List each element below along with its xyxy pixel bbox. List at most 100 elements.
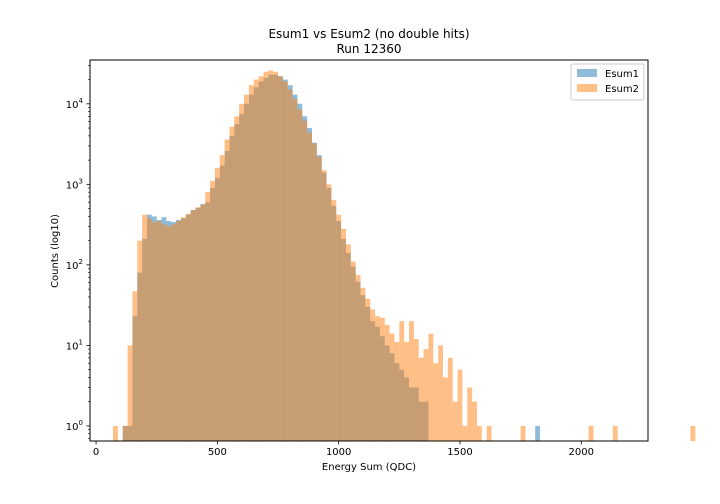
histogram-bar — [156, 221, 162, 441]
histogram-bar — [268, 70, 274, 442]
histogram-bar — [418, 357, 424, 441]
legend-swatch-esum1 — [577, 69, 597, 77]
legend-label-esum2: Esum2 — [605, 84, 639, 95]
histogram-bar — [375, 316, 380, 441]
y-axis-ticks: 100 101 102 103 104 — [66, 65, 90, 439]
y-axis-label: Counts (log10) — [50, 214, 61, 288]
histogram-bar — [588, 425, 594, 441]
histogram-bar — [253, 79, 259, 441]
histogram-bar — [365, 298, 371, 441]
histogram-bar — [282, 81, 288, 442]
x-tick-label: 0 — [93, 447, 99, 458]
legend-swatch-esum2 — [577, 84, 597, 92]
x-axis-label: Energy Sum (QDC) — [322, 462, 416, 473]
histogram-bar — [447, 357, 453, 441]
histogram-bar — [263, 71, 269, 442]
x-tick-label: 500 — [208, 447, 227, 458]
histogram-bar — [142, 214, 148, 441]
histogram-bar — [384, 324, 390, 441]
histogram-bar — [535, 425, 541, 441]
histogram-bar — [326, 184, 332, 441]
histogram-bar — [350, 261, 356, 441]
histogram-bar — [292, 98, 298, 442]
histogram-bar — [127, 345, 133, 441]
histogram-bar — [457, 369, 463, 441]
histogram-bar — [113, 425, 118, 441]
histogram-bar — [278, 76, 283, 442]
histogram-bar — [341, 228, 346, 441]
histogram-bar — [161, 224, 167, 441]
histogram-bar — [399, 321, 405, 441]
histogram-bar — [520, 425, 526, 441]
histogram-bar — [467, 387, 473, 441]
histogram-bar — [273, 71, 279, 442]
histogram-bar — [248, 85, 254, 441]
histogram-bar — [404, 342, 410, 441]
plot-frame — [89, 59, 649, 442]
histogram-bar — [195, 207, 201, 441]
histogram-bar — [132, 291, 138, 441]
histogram-bar — [229, 126, 235, 442]
histogram-bar — [438, 345, 443, 441]
histogram-bar — [370, 309, 376, 441]
legend-label-esum1: Esum1 — [605, 69, 639, 80]
histogram-bar — [360, 287, 366, 441]
histogram-bar — [331, 199, 337, 441]
histogram-bar — [452, 401, 458, 441]
histogram-bar — [180, 217, 186, 441]
y-tick-label: 100 — [66, 419, 83, 433]
histogram-bar — [137, 240, 143, 441]
histogram-bar — [122, 425, 128, 441]
x-tick-label: 1000 — [326, 447, 351, 458]
histogram-bar — [379, 317, 385, 441]
histogram-bar — [394, 342, 400, 441]
histogram-bar — [472, 401, 477, 441]
histogram-bar — [433, 363, 439, 441]
y-tick-label: 102 — [66, 258, 83, 272]
chart-title: Esum1 vs Esum2 (no double hits) — [268, 27, 469, 41]
histogram-bar — [321, 170, 327, 441]
histogram-bar — [389, 333, 395, 441]
histogram-bar — [476, 425, 482, 441]
histogram-bar — [302, 120, 308, 441]
histogram-bar — [200, 204, 206, 441]
histogram-bar — [612, 425, 618, 441]
bars-layer — [113, 70, 696, 442]
histogram-bar — [345, 244, 351, 441]
histogram-bar — [428, 333, 434, 441]
chart-subtitle: Run 12360 — [337, 42, 402, 56]
y-tick-label: 103 — [66, 177, 83, 191]
histogram-bar — [185, 213, 191, 441]
histogram-bar — [151, 222, 157, 441]
histogram-bar — [287, 89, 293, 441]
histogram-bar — [307, 132, 312, 441]
series-esum2 — [113, 70, 696, 442]
histogram-bar — [355, 274, 361, 441]
y-tick-label: 104 — [66, 97, 84, 111]
histogram-bar — [219, 155, 225, 441]
histogram-bar — [239, 103, 245, 441]
y-tick-label: 101 — [66, 338, 83, 352]
histogram-bar — [443, 377, 448, 441]
histogram-bar — [205, 192, 211, 441]
histogram-bar — [690, 425, 696, 441]
histogram-bar — [311, 143, 317, 441]
histogram-bar — [486, 425, 492, 441]
histogram-bar — [214, 167, 220, 441]
histogram-bar — [462, 425, 468, 441]
histogram-bar — [297, 109, 303, 441]
x-tick-label: 1500 — [447, 447, 472, 458]
histogram-bar — [224, 139, 230, 442]
histogram-bar — [258, 76, 264, 442]
histogram-bar — [176, 221, 181, 441]
histogram-bar — [210, 181, 215, 441]
histogram-bar — [423, 349, 429, 441]
histogram-bar — [190, 210, 196, 441]
histogram-bar — [234, 116, 240, 441]
histogram-bar — [171, 224, 177, 441]
histogram-bar — [316, 156, 322, 441]
histogram-bar — [409, 321, 414, 441]
histogram-bar — [413, 339, 419, 441]
legend: Esum1 Esum2 — [570, 63, 645, 101]
